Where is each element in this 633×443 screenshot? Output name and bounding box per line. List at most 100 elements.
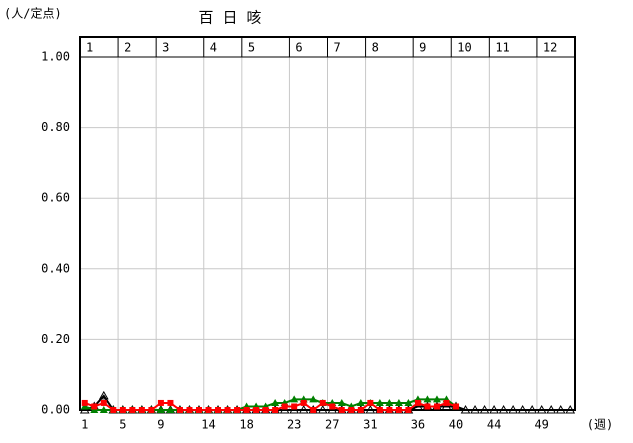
marker — [386, 407, 393, 413]
marker — [98, 390, 109, 400]
marker — [81, 399, 88, 406]
marker — [423, 395, 432, 403]
marker — [215, 407, 222, 413]
marker — [327, 404, 338, 414]
month-label: 7 — [334, 41, 341, 55]
y-tick-label: 0.20 — [41, 332, 70, 346]
marker — [395, 407, 402, 413]
marker — [300, 399, 307, 406]
marker — [148, 407, 155, 413]
marker — [90, 406, 99, 413]
marker — [555, 404, 566, 414]
month-label: 9 — [419, 41, 426, 55]
marker — [337, 398, 346, 406]
marker — [385, 398, 394, 406]
marker — [281, 403, 288, 410]
marker — [166, 406, 175, 413]
marker — [489, 404, 499, 414]
marker — [243, 407, 250, 413]
marker — [348, 407, 355, 413]
marker — [375, 398, 384, 406]
month-label: 5 — [248, 41, 255, 55]
marker — [404, 398, 413, 406]
marker — [156, 406, 165, 413]
y-axis-label: (人/定点) — [4, 6, 62, 21]
marker — [119, 407, 126, 413]
marker — [290, 395, 299, 403]
marker — [100, 399, 107, 406]
marker — [517, 404, 528, 414]
x-tick-label: 9 — [157, 418, 164, 432]
marker — [527, 404, 538, 414]
series-line — [84, 401, 457, 412]
marker — [433, 403, 440, 410]
marker — [167, 399, 174, 406]
marker — [453, 403, 460, 410]
marker — [317, 404, 328, 414]
marker — [291, 403, 298, 410]
month-label: 4 — [210, 41, 217, 55]
month-label: 2 — [124, 41, 131, 55]
x-tick-label: 1 — [81, 418, 88, 432]
marker — [129, 407, 136, 413]
marker — [309, 395, 318, 403]
x-tick-label: 18 — [239, 418, 253, 432]
marker — [195, 407, 202, 413]
marker — [298, 404, 309, 414]
marker — [138, 407, 145, 413]
marker — [272, 407, 279, 413]
marker — [424, 403, 431, 410]
x-tick-label: 36 — [411, 418, 425, 432]
month-label: 11 — [495, 41, 509, 55]
marker — [367, 399, 374, 406]
marker — [394, 398, 403, 406]
marker — [262, 407, 269, 413]
y-tick-label: 0.00 — [41, 403, 70, 417]
x-tick-label: 5 — [119, 418, 126, 432]
marker — [565, 404, 576, 414]
marker — [79, 404, 90, 414]
marker — [319, 399, 326, 406]
x-axis-label: (週) — [587, 418, 613, 432]
marker — [186, 407, 193, 413]
marker — [546, 404, 557, 414]
marker — [271, 398, 280, 406]
x-tick-label: 31 — [363, 418, 377, 432]
marker — [234, 407, 241, 413]
marker — [279, 404, 290, 414]
month-label: 3 — [162, 41, 169, 55]
month-label: 6 — [295, 41, 302, 55]
month-label: 12 — [543, 41, 557, 55]
x-tick-label: 44 — [487, 418, 501, 432]
marker — [508, 404, 518, 414]
marker — [289, 404, 300, 414]
month-label: 8 — [372, 41, 379, 55]
chart-title: 百 日 咳 — [198, 9, 261, 27]
marker — [224, 407, 231, 413]
marker — [99, 406, 108, 413]
x-tick-label: 23 — [287, 418, 301, 432]
marker — [536, 404, 547, 414]
marker — [357, 407, 364, 413]
month-label: 10 — [457, 41, 471, 55]
x-tick-label: 49 — [534, 418, 548, 432]
marker — [405, 407, 412, 413]
marker — [110, 407, 117, 413]
y-tick-label: 0.60 — [41, 191, 70, 205]
marker — [338, 407, 345, 413]
marker — [460, 404, 471, 414]
y-tick-label: 1.00 — [41, 50, 70, 64]
x-tick-label: 14 — [201, 418, 215, 432]
x-tick-label: 27 — [325, 418, 339, 432]
marker — [365, 404, 376, 414]
marker — [329, 403, 336, 410]
marker — [432, 395, 441, 403]
marker — [414, 399, 421, 406]
marker — [356, 398, 365, 406]
marker — [176, 407, 183, 413]
marker — [498, 404, 509, 414]
marker — [157, 399, 164, 406]
y-tick-label: 0.80 — [41, 120, 70, 134]
marker — [205, 407, 212, 413]
